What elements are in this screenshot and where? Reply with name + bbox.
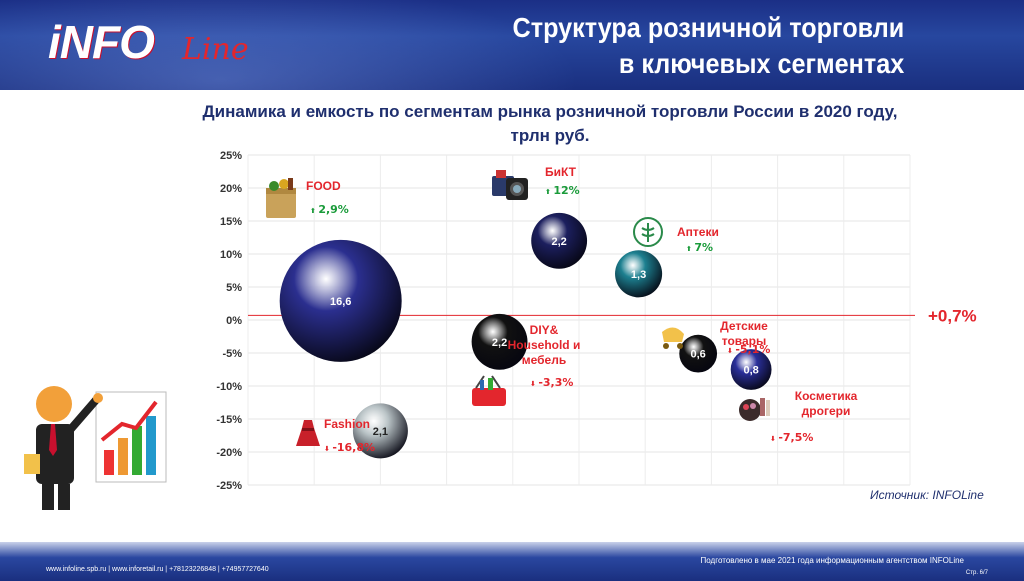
y-tick-label: -15% xyxy=(216,414,242,426)
bubble-size-label: 0,8 xyxy=(743,365,758,377)
bubble-size-label: 0,6 xyxy=(691,349,706,361)
y-tick-label: -10% xyxy=(216,381,242,393)
cosmetics-icon xyxy=(739,398,770,421)
y-tick-label: -5% xyxy=(222,348,242,360)
y-tick-label: 10% xyxy=(220,249,242,261)
segment-name-label: Fashion xyxy=(324,417,370,431)
baby-stroller-icon xyxy=(662,327,684,349)
logo: iNFO Line xyxy=(48,16,249,68)
page-title-line2: в ключевых сегментах xyxy=(618,48,904,79)
bubble-labels: 16,6 FOOD ⬆ 2,9% 2,2 БиКТ ⬆ 12% 1,3 Аптеки ⬆ 7% 2… xyxy=(306,165,858,454)
y-tick-label: -25% xyxy=(216,480,242,492)
bubble-size-label: 2,2 xyxy=(492,337,507,349)
growth-label: ⬆ 12% xyxy=(545,184,580,197)
bubble-size-label: 2,1 xyxy=(373,426,388,438)
header-decoration xyxy=(0,0,640,90)
segment-name-label: Аптеки xyxy=(677,225,719,239)
bubble xyxy=(679,334,718,373)
segment-icons xyxy=(24,170,770,510)
bubble-size-label: 1,3 xyxy=(631,269,646,281)
growth-label: ⬇ -7,5% xyxy=(770,431,813,444)
page-title: Структура розничной торговли в ключевых … xyxy=(469,10,904,82)
growth-label: ⬆ 2,9% xyxy=(310,203,349,216)
growth-label: ⬇ -5,1% xyxy=(727,343,770,356)
growth-label: ⬆ 7% xyxy=(686,241,713,254)
reference-line-label: +0,7% xyxy=(928,306,977,325)
segment-name-label: БиКТ xyxy=(545,165,577,179)
y-tick-label: 15% xyxy=(220,216,242,228)
segment-name-label: FOOD xyxy=(306,179,341,193)
bubble-size-label: 16,6 xyxy=(330,296,351,308)
bubble xyxy=(531,212,588,269)
page-title-line1: Структура розничной торговли xyxy=(512,12,904,43)
y-tick-label: 20% xyxy=(220,183,242,195)
growth-label: ⬇ -3,3% xyxy=(530,376,573,389)
source-note: Источник: INFOLine xyxy=(870,488,984,502)
logo-main: iNFO xyxy=(48,16,155,68)
header-banner: iNFO Line Структура розничной торговли в… xyxy=(0,0,1024,90)
shopping-basket-icon xyxy=(472,375,506,406)
bubble-size-label: 2,2 xyxy=(551,236,566,248)
y-axis-ticks: 25% 20% 15% 10% 5% 0% -5% -10% -15% -20% -25% xyxy=(216,150,242,492)
chart-title-line1: Динамика и емкость по сегментам рынка ро… xyxy=(202,102,898,121)
food-bag-icon xyxy=(266,178,296,218)
bubble xyxy=(279,239,402,362)
growth-label: ⬇ -16,8% xyxy=(324,441,375,454)
bubbles xyxy=(279,212,772,459)
segment-name-label: Детские товары xyxy=(720,319,768,348)
bubble xyxy=(471,313,528,370)
camera-phone-icon xyxy=(492,170,528,200)
footer-prepared: Подготовлено в мае 2021 года информацион… xyxy=(700,556,964,565)
page-number: Стр. 6/7 xyxy=(965,570,988,576)
y-tick-label: 5% xyxy=(226,282,242,294)
bubble xyxy=(352,403,408,459)
y-tick-label: 0% xyxy=(226,315,242,327)
y-tick-label: -20% xyxy=(216,447,242,459)
segment-name-label: DIY& Household и мебель xyxy=(508,323,581,367)
logo-sub: Line xyxy=(182,32,249,67)
chart-title-line2: трлн руб. xyxy=(510,126,590,145)
chart-title: Динамика и емкость по сегментам рынка ро… xyxy=(150,100,950,148)
businessman-chart-icon xyxy=(24,386,167,510)
segment-name-label: Косметика дрогери xyxy=(795,389,858,418)
footer: www.infoline.spb.ru | www.inforetail.ru … xyxy=(0,542,1024,581)
dress-icon xyxy=(296,420,320,446)
footer-contacts: www.infoline.spb.ru | www.inforetail.ru … xyxy=(46,566,269,573)
bubble xyxy=(730,349,772,390)
bubble xyxy=(615,250,663,298)
pharmacy-icon xyxy=(633,217,663,247)
y-tick-label: 25% xyxy=(220,150,242,162)
